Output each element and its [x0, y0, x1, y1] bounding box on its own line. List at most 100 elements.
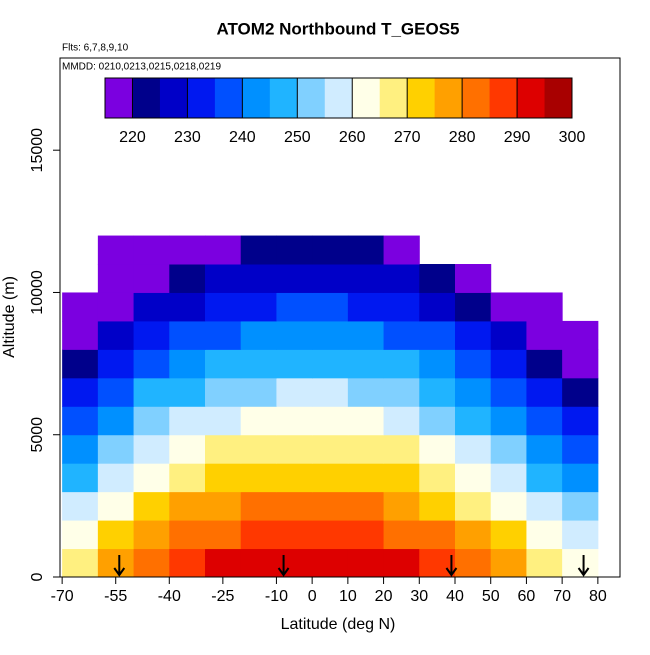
x-tick-label: -70 — [51, 588, 74, 605]
heat-cell — [526, 548, 563, 578]
heat-cell — [455, 406, 492, 436]
heat-cell — [62, 434, 99, 464]
heat-cell — [526, 491, 563, 521]
heat-cell — [205, 406, 242, 436]
heat-cell — [383, 406, 420, 436]
x-tick-label: 0 — [308, 588, 317, 605]
heat-cell — [133, 520, 170, 550]
heat-cell — [383, 491, 420, 521]
heat-cell — [347, 377, 385, 407]
heat-cell — [383, 320, 420, 350]
colorbar-tick-label: 270 — [394, 129, 421, 146]
heat-cell — [133, 264, 170, 293]
heat-cell — [526, 320, 563, 350]
heat-cell — [276, 320, 313, 350]
heat-cell — [169, 235, 206, 265]
heat-cell — [240, 377, 277, 407]
heat-cell — [240, 406, 277, 436]
x-tick-label: 40 — [446, 588, 464, 605]
heat-cell — [312, 520, 349, 550]
heat-cell — [419, 320, 456, 350]
heat-cell — [490, 349, 527, 379]
heat-cell — [97, 520, 135, 550]
heat-cell — [169, 292, 206, 322]
heat-cell — [62, 349, 99, 379]
heat-cell — [62, 377, 99, 407]
heat-cell — [419, 349, 456, 379]
heat-cell — [97, 320, 135, 350]
heat-cell — [240, 235, 277, 265]
heat-cell — [169, 377, 206, 407]
heat-cell — [205, 520, 242, 550]
heat-cell — [169, 349, 206, 379]
heat-cell — [419, 264, 456, 293]
heat-cell — [347, 463, 385, 493]
heat-cell — [133, 434, 170, 464]
heat-cell — [526, 377, 563, 407]
heat-cell — [312, 434, 349, 464]
colorbar-tick-label: 230 — [174, 129, 201, 146]
heat-cell — [169, 434, 206, 464]
heat-cell — [383, 264, 420, 293]
heat-cell — [383, 235, 420, 265]
heat-cell — [240, 292, 277, 322]
heat-cell — [312, 292, 349, 322]
heat-cell — [490, 406, 527, 436]
heat-cell — [526, 463, 563, 493]
heat-cell — [97, 264, 135, 293]
x-tick-label: -55 — [104, 588, 127, 605]
heat-cell — [240, 349, 277, 379]
arrow-marker — [445, 555, 458, 577]
flights-note: Flts: 6,7,8,9,10 — [62, 43, 129, 54]
heat-cell — [240, 520, 277, 550]
x-tick-label: 30 — [410, 588, 428, 605]
arrow-marker — [577, 555, 590, 577]
heat-cell — [455, 463, 492, 493]
colorbar-swatch — [132, 78, 161, 118]
colorbar-swatch — [434, 78, 463, 118]
heat-cell — [312, 491, 349, 521]
colorbar-swatch — [187, 78, 216, 118]
heat-cell — [97, 377, 135, 407]
heat-cell — [133, 235, 170, 265]
heat-cell — [62, 548, 99, 578]
heat-cell — [62, 520, 99, 550]
colorbar-swatch — [297, 78, 326, 118]
colorbar-swatch — [407, 78, 436, 118]
colorbar-swatch — [242, 78, 271, 118]
colorbar-swatch — [159, 78, 188, 118]
heat-cell — [276, 377, 313, 407]
heat-cell — [490, 463, 527, 493]
colorbar-swatch — [462, 78, 491, 118]
colorbar-swatch — [324, 78, 353, 118]
y-tick-label: 10000 — [29, 270, 46, 315]
heat-cell — [347, 320, 385, 350]
heat-cell — [312, 264, 349, 293]
y-tick-label: 5000 — [29, 417, 46, 453]
heat-cell — [97, 292, 135, 322]
x-tick-label: 20 — [375, 588, 393, 605]
x-tick-label: 80 — [589, 588, 607, 605]
heat-cell — [240, 548, 277, 578]
x-tick-label: 70 — [553, 588, 571, 605]
heat-cell — [97, 548, 135, 578]
colorbar-swatch — [352, 78, 381, 118]
heat-cell — [312, 377, 349, 407]
heat-cell — [419, 434, 456, 464]
heat-cell — [562, 548, 599, 578]
colorbar-swatch — [517, 78, 546, 118]
x-tick-label: 10 — [339, 588, 357, 605]
heat-cell — [347, 292, 385, 322]
heat-cell — [312, 463, 349, 493]
heat-cell — [97, 491, 135, 521]
heat-cell — [205, 320, 242, 350]
colorbar-swatch — [269, 78, 298, 118]
heat-cell — [312, 349, 349, 379]
heat-cell — [205, 548, 242, 578]
heat-cell — [419, 377, 456, 407]
x-tick-label: 50 — [482, 588, 500, 605]
heat-cell — [526, 434, 563, 464]
heat-cell — [276, 491, 313, 521]
heat-cell — [347, 264, 385, 293]
